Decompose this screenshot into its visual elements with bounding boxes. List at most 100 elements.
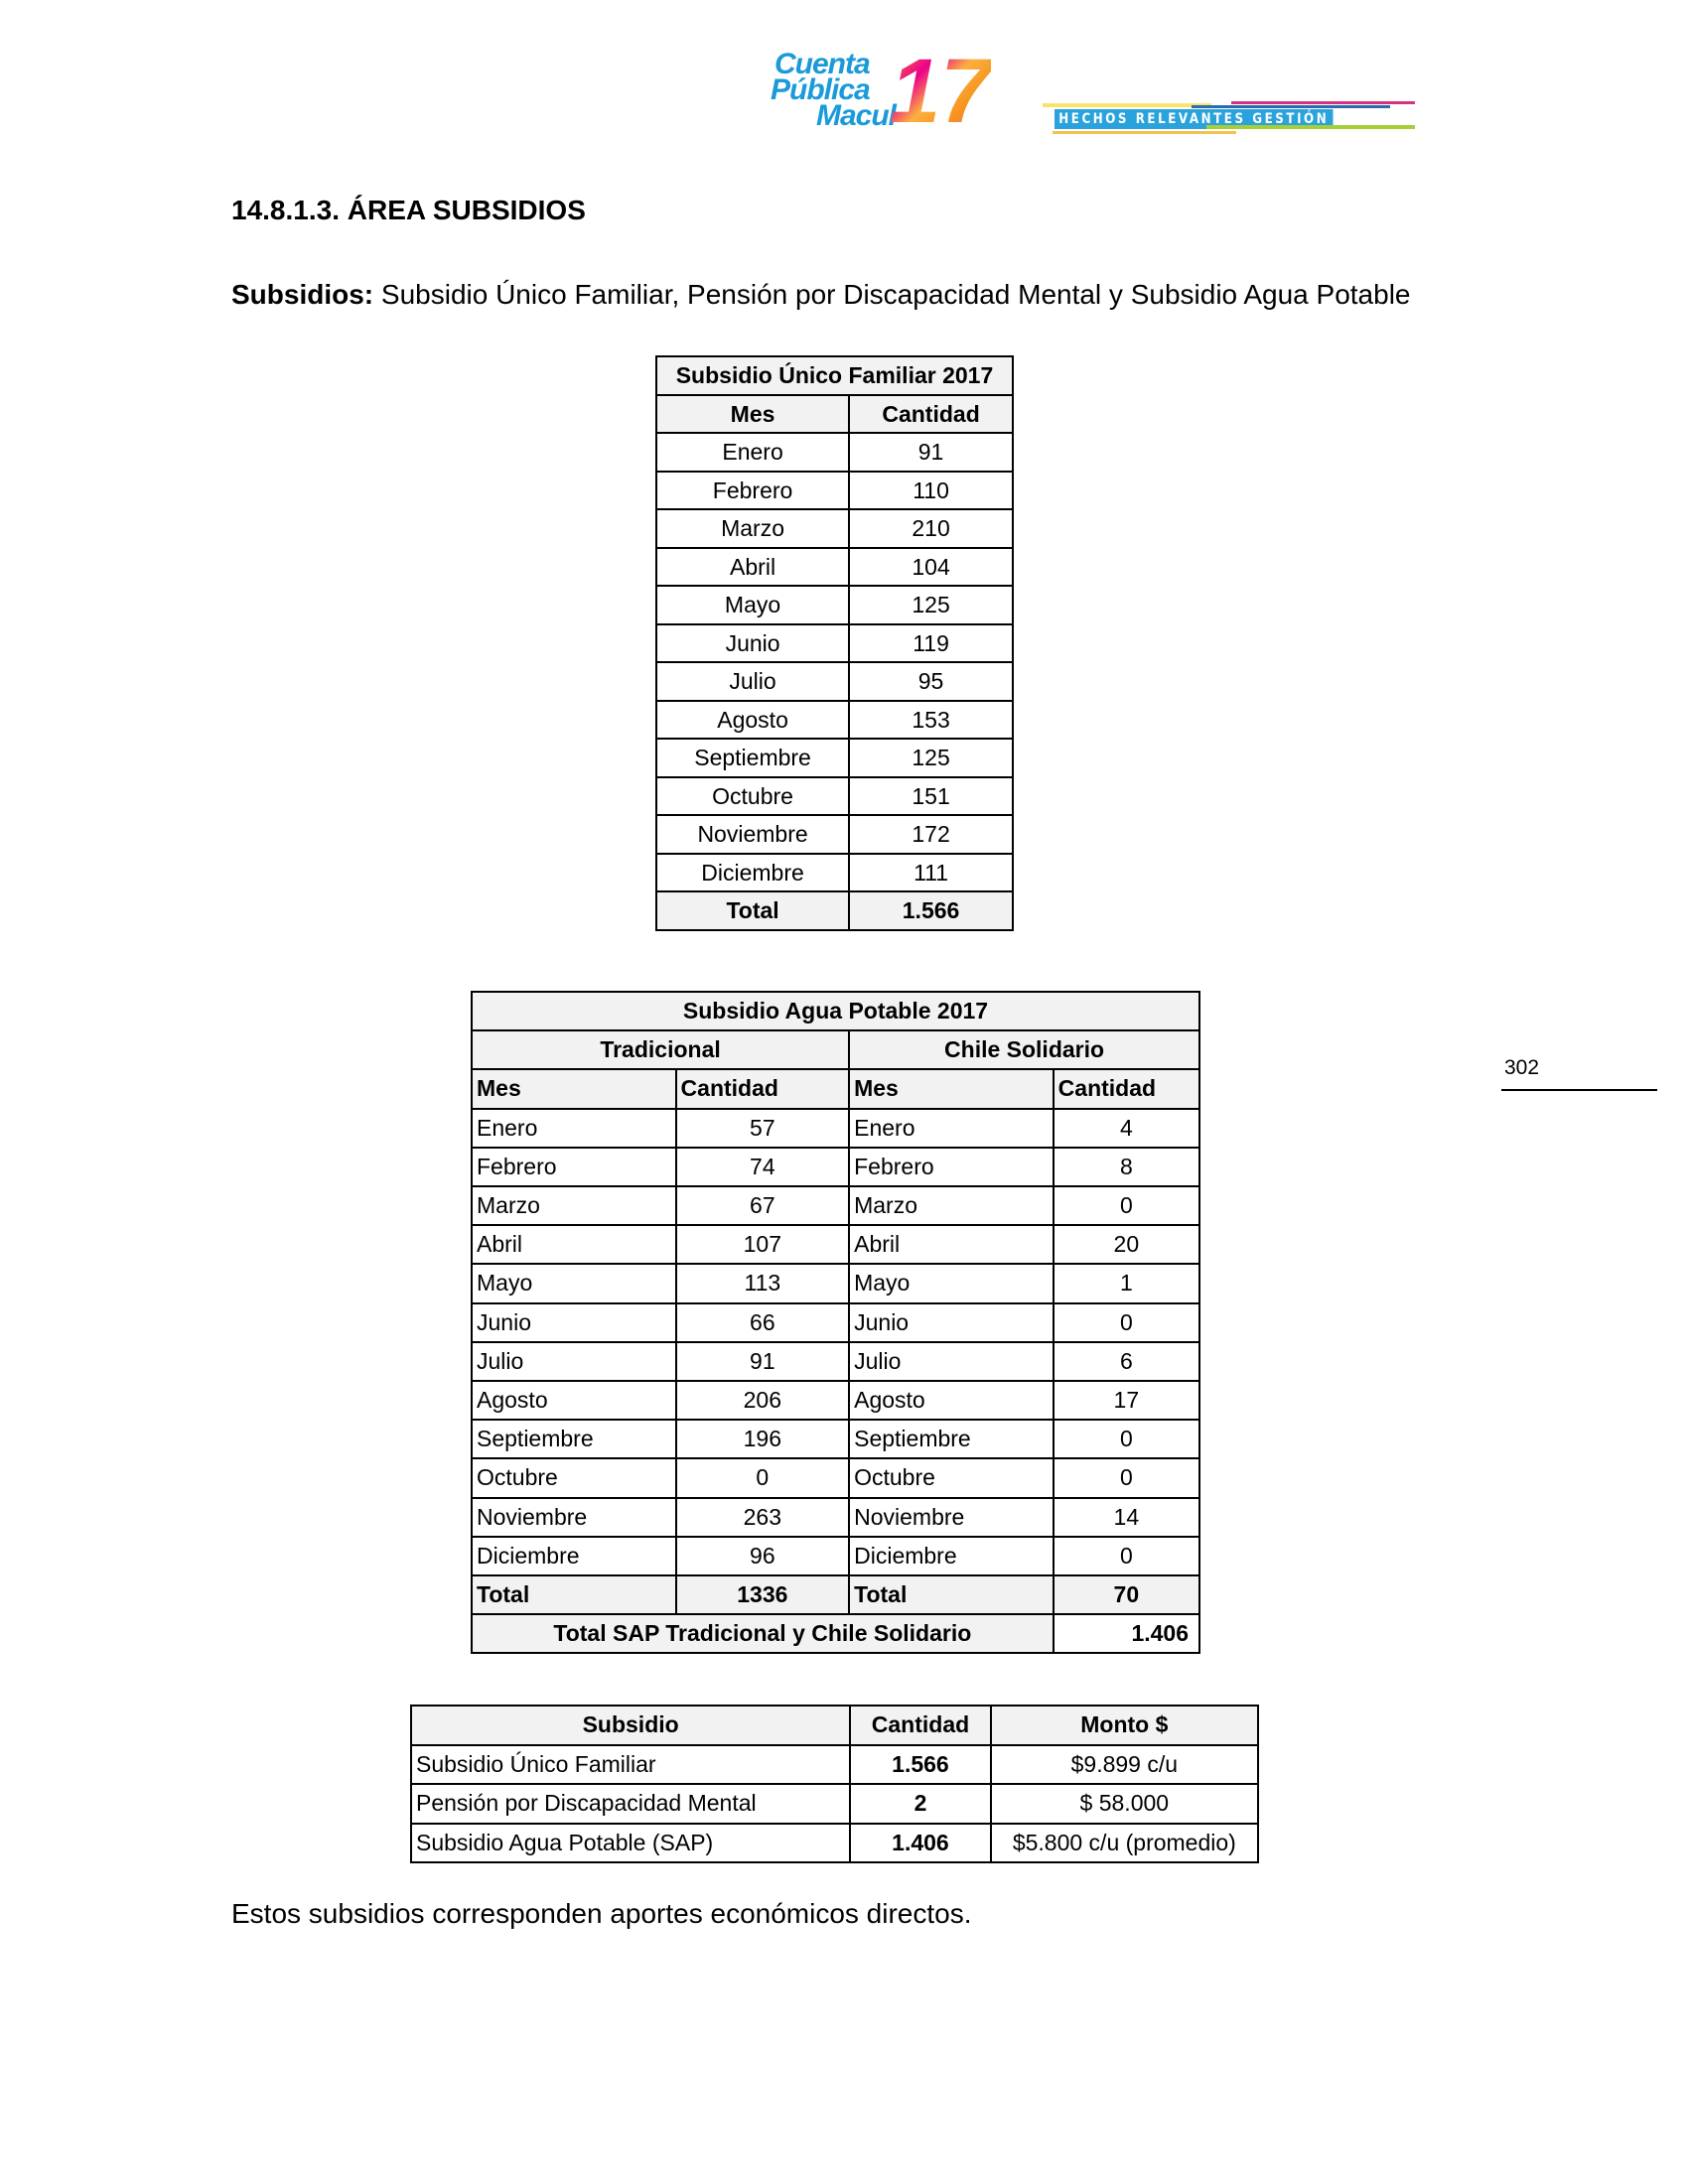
table-cell: 0 xyxy=(1052,1535,1201,1577)
table-cell: Octubre xyxy=(848,1457,1055,1499)
table-cell: 1 xyxy=(1052,1263,1201,1304)
table-row: Mayo 125 xyxy=(654,585,1014,625)
table-cell: Febrero xyxy=(471,1146,677,1188)
page-number: 302 xyxy=(1504,1056,1540,1079)
table-row: Abril 104 xyxy=(654,546,1014,587)
table-row: Enero 91 xyxy=(654,432,1014,473)
table-cell: 17 xyxy=(1052,1380,1201,1422)
table-cell: 1.566 xyxy=(849,1743,992,1785)
table-cell: Marzo xyxy=(471,1185,677,1227)
subsidio-unico-familiar-table: Subsidio Único Familiar 2017 Mes Cantidad… xyxy=(654,355,1014,931)
table-cell: 104 xyxy=(848,546,1014,587)
table-cell: Agosto xyxy=(654,699,851,740)
table-cell: Octubre xyxy=(471,1457,677,1499)
table-cell: 74 xyxy=(674,1146,851,1188)
table-cell: 2 xyxy=(849,1783,992,1825)
table-cell: 0 xyxy=(674,1457,851,1499)
table-cell: Septiembre xyxy=(654,738,851,778)
table-row: Noviembre 172 xyxy=(654,814,1014,855)
table-cell: 57 xyxy=(674,1107,851,1149)
column-header: Cantidad xyxy=(849,1705,992,1746)
logo-line: Pública xyxy=(771,73,871,106)
section-title: 14.8.1.3. ÁREA SUBSIDIOS xyxy=(231,195,586,225)
table-cell: 206 xyxy=(674,1380,851,1422)
table-cell: Junio xyxy=(848,1301,1055,1343)
intro-paragraph: Subsidios: Subsidio Único Familiar, Pens… xyxy=(231,274,1438,315)
table-cell: Octubre xyxy=(654,775,851,816)
table-cell: 153 xyxy=(848,699,1014,740)
table-cell: 91 xyxy=(674,1340,851,1383)
grand-total-row: Total SAP Tradicional y Chile Solidario 1… xyxy=(471,1613,1201,1655)
table-cell: Total SAP Tradicional y Chile Solidario xyxy=(471,1613,1055,1655)
table-cell: 119 xyxy=(848,622,1014,663)
table-cell: 1.406 xyxy=(849,1822,992,1863)
table-row: Septiembre 196 Septiembre 0 xyxy=(471,1419,1201,1460)
header-banner: HECHOS RELEVANTES GESTIÓN 2017 xyxy=(1043,101,1420,147)
table-cell: 125 xyxy=(848,738,1014,778)
table-row: Pensión por Discapacidad Mental 2 $ 58.000 xyxy=(409,1783,1260,1825)
table-cell: Subsidio Único Familiar xyxy=(409,1743,852,1785)
table-row: Abril 107 Abril 20 xyxy=(471,1224,1201,1266)
table-cell: 113 xyxy=(674,1263,851,1304)
column-header: Cantidad xyxy=(1052,1068,1201,1110)
total-row: Total 1336 Total 70 xyxy=(471,1574,1201,1616)
table-cell: $5.800 c/u (promedio) xyxy=(989,1822,1260,1863)
table-cell: 196 xyxy=(674,1419,851,1460)
table-cell: Enero xyxy=(654,432,851,473)
table-cell: 0 xyxy=(1052,1301,1201,1343)
logo-line: Cuenta xyxy=(774,48,871,80)
logo-line: Macul xyxy=(816,99,897,132)
table-cell: 125 xyxy=(848,585,1014,625)
table-cell: Febrero xyxy=(654,470,851,510)
table-row: Mayo 113 Mayo 1 xyxy=(471,1263,1201,1304)
group-header: Tradicional xyxy=(470,1029,851,1071)
table-cell: 91 xyxy=(848,432,1014,473)
group-header: Chile Solidario xyxy=(848,1029,1200,1071)
logo-number: 17 xyxy=(890,41,992,142)
table-cell: Marzo xyxy=(848,1185,1055,1227)
table-row: Marzo 67 Marzo 0 xyxy=(471,1185,1201,1227)
table-cell: Julio xyxy=(848,1340,1055,1383)
table-cell: 70 xyxy=(1052,1574,1201,1616)
table-cell: Mayo xyxy=(848,1263,1055,1304)
table-cell: Mayo xyxy=(471,1263,677,1304)
table-cell: Enero xyxy=(471,1107,677,1149)
intro-label: Subsidios: xyxy=(231,279,374,310)
table-cell: $ 58.000 xyxy=(989,1783,1260,1825)
table-cell: Total xyxy=(848,1574,1055,1616)
column-header: Mes xyxy=(848,1068,1055,1110)
table-cell: Abril xyxy=(848,1224,1055,1266)
table-cell: 66 xyxy=(674,1301,851,1343)
table-title: Subsidio Agua Potable 2017 xyxy=(471,990,1200,1032)
table-cell: 95 xyxy=(848,661,1014,702)
table-cell: Diciembre xyxy=(471,1535,677,1577)
table-cell: 96 xyxy=(674,1535,851,1577)
table-cell: Pensión por Discapacidad Mental xyxy=(409,1783,852,1825)
table-row: Junio 119 xyxy=(654,622,1014,663)
table-title: Subsidio Único Familiar 2017 xyxy=(655,355,1014,396)
subsidio-agua-potable-table: Subsidio Agua Potable 2017 Tradicional Ch… xyxy=(470,990,1201,1655)
table-cell: Marzo xyxy=(654,508,851,549)
table-row: Marzo 210 xyxy=(654,508,1014,549)
table-cell: 1.406 xyxy=(1052,1613,1201,1655)
table-cell: Julio xyxy=(654,661,851,702)
column-header: Subsidio xyxy=(409,1705,852,1746)
table-cell: 8 xyxy=(1052,1146,1201,1188)
total-row: Total 1.566 xyxy=(654,890,1014,931)
table-cell: Junio xyxy=(471,1301,677,1343)
column-header: Mes xyxy=(471,1068,677,1110)
table-row: Julio 91 Julio 6 xyxy=(471,1340,1201,1383)
table-cell: Septiembre xyxy=(848,1419,1055,1460)
table-cell: 111 xyxy=(848,852,1014,892)
table-cell: Noviembre xyxy=(654,814,851,855)
table-cell: 210 xyxy=(848,508,1014,549)
table-cell: Enero xyxy=(848,1107,1055,1149)
table-cell: 263 xyxy=(674,1496,851,1538)
table-row: Febrero 110 xyxy=(654,470,1014,510)
table-cell: Febrero xyxy=(848,1146,1055,1188)
table-row: Octubre 0 Octubre 0 xyxy=(471,1457,1201,1499)
table-cell: Junio xyxy=(654,622,851,663)
table-cell: 151 xyxy=(848,775,1014,816)
table-cell: Total xyxy=(471,1574,677,1616)
table-cell: 6 xyxy=(1052,1340,1201,1383)
